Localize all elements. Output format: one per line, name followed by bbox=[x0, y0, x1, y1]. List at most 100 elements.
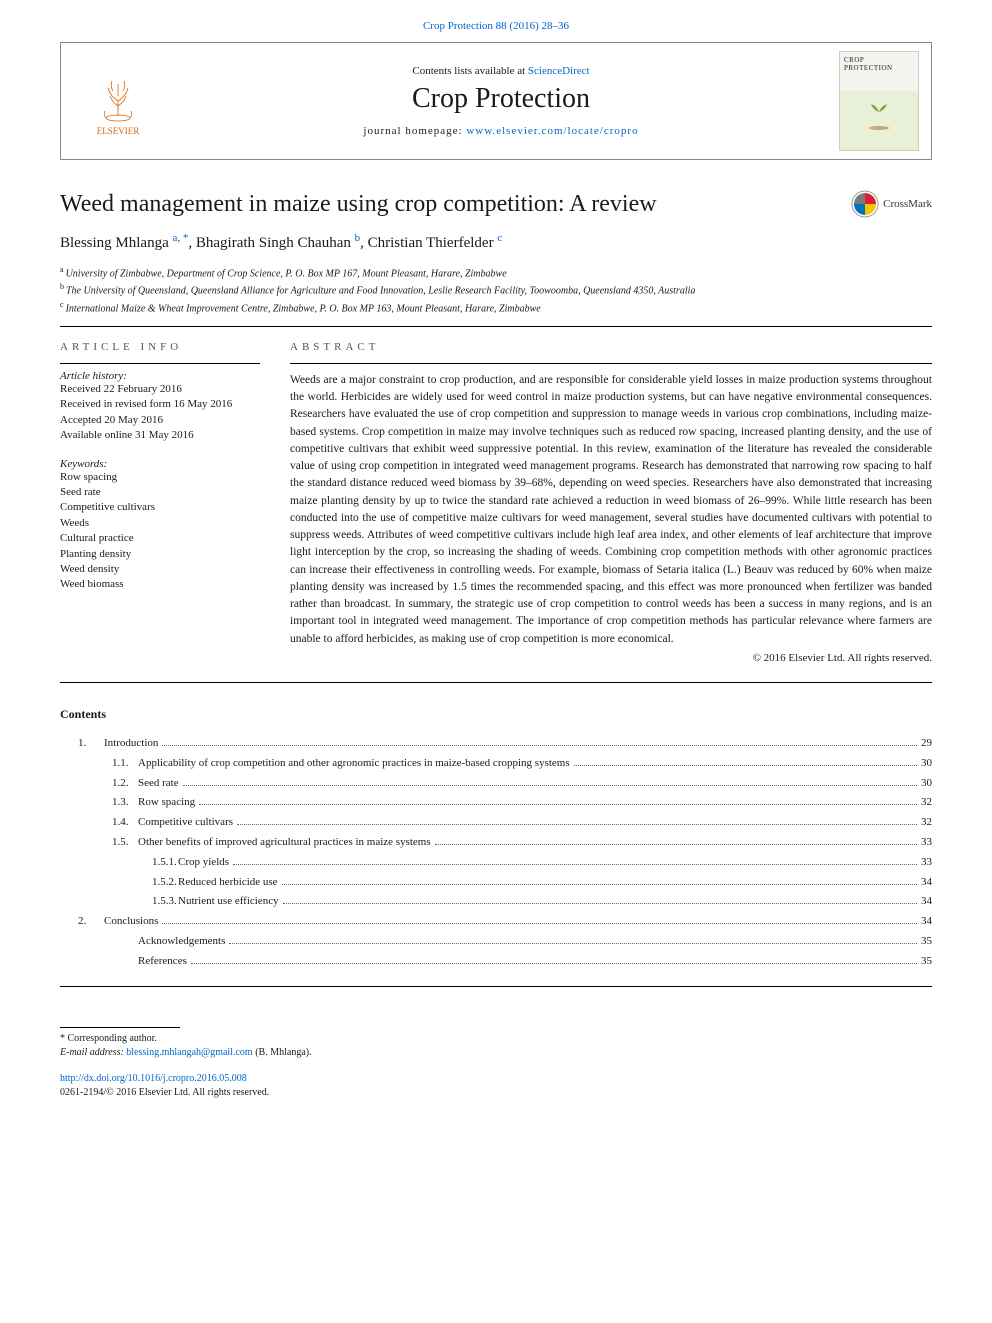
keyword: Competitive cultivars bbox=[60, 500, 260, 515]
toc-dots bbox=[162, 923, 917, 924]
toc-dots bbox=[233, 864, 917, 865]
contents-prefix: Contents lists available at bbox=[412, 65, 527, 77]
toc-num: 1.5.2. bbox=[152, 873, 178, 893]
toc-entry[interactable]: 1.5.2.Reduced herbicide use 34 bbox=[60, 873, 932, 893]
keyword: Weed density bbox=[60, 562, 260, 577]
email-label: E-mail address: bbox=[60, 1047, 126, 1058]
crossmark-badge[interactable]: CrossMark bbox=[851, 190, 932, 218]
toc-dots bbox=[191, 963, 917, 964]
toc-page: 35 bbox=[921, 952, 932, 972]
toc-num: 1.5. bbox=[112, 833, 138, 853]
info-rule bbox=[60, 363, 260, 364]
toc-dots bbox=[282, 884, 917, 885]
toc-page: 33 bbox=[921, 853, 932, 873]
toc-dots bbox=[574, 765, 917, 766]
toc-page: 29 bbox=[921, 734, 932, 754]
toc-num: 1.5.1. bbox=[152, 853, 178, 873]
author-affil-link[interactable]: c bbox=[497, 232, 502, 244]
toc-dots bbox=[237, 824, 917, 825]
toc-label: Nutrient use efficiency bbox=[178, 892, 279, 912]
abstract-text: Weeds are a major constraint to crop pro… bbox=[290, 372, 932, 648]
doi-block: http://dx.doi.org/10.1016/j.cropro.2016.… bbox=[60, 1072, 932, 1100]
rule-bottom bbox=[60, 682, 932, 683]
abstract-col: ABSTRACT Weeds are a major constraint to… bbox=[290, 341, 932, 664]
affiliations: a University of Zimbabwe, Department of … bbox=[60, 264, 932, 316]
doi-link[interactable]: http://dx.doi.org/10.1016/j.cropro.2016.… bbox=[60, 1073, 247, 1084]
toc-label: Applicability of crop competition and ot… bbox=[138, 754, 570, 774]
corresponding-marker-link[interactable]: * bbox=[183, 232, 189, 244]
toc-entry[interactable]: 2.Conclusions 34 bbox=[60, 912, 932, 932]
toc-entry[interactable]: 1.5.Other benefits of improved agricultu… bbox=[60, 833, 932, 853]
toc-entry[interactable]: 1.Introduction 29 bbox=[60, 734, 932, 754]
article-info-heading: ARTICLE INFO bbox=[60, 341, 260, 353]
toc-page: 30 bbox=[921, 774, 932, 794]
author-affil-sup: c bbox=[497, 232, 502, 244]
journal-name: Crop Protection bbox=[163, 83, 839, 115]
keyword: Row spacing bbox=[60, 470, 260, 485]
toc-label: Crop yields bbox=[178, 853, 229, 873]
toc-entry[interactable]: 1.2.Seed rate 30 bbox=[60, 774, 932, 794]
copyright: © 2016 Elsevier Ltd. All rights reserved… bbox=[290, 652, 932, 664]
author-affil-link[interactable]: a, bbox=[173, 232, 183, 244]
toc-entry[interactable]: 1.3.Row spacing 32 bbox=[60, 793, 932, 813]
toc-num: 1. bbox=[78, 734, 104, 754]
toc-label: Introduction bbox=[104, 734, 158, 754]
issn-line: 0261-2194/© 2016 Elsevier Ltd. All right… bbox=[60, 1087, 269, 1098]
toc-label: Seed rate bbox=[138, 774, 179, 794]
email-link[interactable]: blessing.mhlangah@gmail.com bbox=[126, 1047, 252, 1058]
author-affil-sup: a, * bbox=[173, 232, 189, 244]
author-affil-link[interactable]: b bbox=[355, 232, 361, 244]
toc-entry[interactable]: 1.1.Applicability of crop competition an… bbox=[60, 754, 932, 774]
article-title: Weed management in maize using crop comp… bbox=[60, 191, 657, 218]
history-item: Available online 31 May 2016 bbox=[60, 428, 260, 443]
top-citation-link[interactable]: Crop Protection 88 (2016) 28–36 bbox=[423, 20, 569, 32]
toc-label: Conclusions bbox=[104, 912, 158, 932]
corresponding-email: E-mail address: blessing.mhlangah@gmail.… bbox=[60, 1046, 932, 1060]
toc-dots bbox=[199, 804, 917, 805]
toc-entry[interactable]: 1.5.3.Nutrient use efficiency 34 bbox=[60, 892, 932, 912]
toc-num: 2. bbox=[78, 912, 104, 932]
email-suffix: (B. Mhlanga). bbox=[253, 1047, 312, 1058]
history-label: Article history: bbox=[60, 370, 260, 382]
toc-page: 34 bbox=[921, 892, 932, 912]
history-item: Received in revised form 16 May 2016 bbox=[60, 397, 260, 412]
toc-page: 32 bbox=[921, 813, 932, 833]
keyword: Weed biomass bbox=[60, 577, 260, 592]
author: Christian Thierfelder c bbox=[368, 235, 503, 251]
toc-num: 1.2. bbox=[112, 774, 138, 794]
sciencedirect-link[interactable]: ScienceDirect bbox=[528, 65, 590, 77]
publisher-logo[interactable]: ELSEVIER bbox=[73, 56, 163, 146]
toc-entry[interactable]: References 35 bbox=[60, 952, 932, 972]
contents-heading: Contents bbox=[60, 707, 932, 722]
toc-num: 1.4. bbox=[112, 813, 138, 833]
keyword: Cultural practice bbox=[60, 531, 260, 546]
toc: 1.Introduction 291.1.Applicability of cr… bbox=[60, 734, 932, 972]
toc-page: 35 bbox=[921, 932, 932, 952]
toc-dots bbox=[162, 745, 917, 746]
crossmark-label: CrossMark bbox=[883, 198, 932, 210]
toc-label: Reduced herbicide use bbox=[178, 873, 278, 893]
authors: Blessing Mhlanga a, *, Bhagirath Singh C… bbox=[60, 232, 932, 252]
toc-page: 34 bbox=[921, 912, 932, 932]
rule-top bbox=[60, 326, 932, 327]
contents-line: Contents lists available at ScienceDirec… bbox=[163, 65, 839, 77]
toc-entry[interactable]: 1.5.1.Crop yields 33 bbox=[60, 853, 932, 873]
toc-page: 30 bbox=[921, 754, 932, 774]
toc-label: Acknowledgements bbox=[138, 932, 225, 952]
keyword: Weeds bbox=[60, 516, 260, 531]
history-item: Accepted 20 May 2016 bbox=[60, 413, 260, 428]
abstract-rule bbox=[290, 363, 932, 364]
journal-cover-title: CROP PROTECTION bbox=[844, 56, 914, 72]
homepage-link[interactable]: www.elsevier.com/locate/cropro bbox=[466, 125, 638, 137]
article-title-row: Weed management in maize using crop comp… bbox=[60, 190, 932, 218]
author-affil-sup: b bbox=[355, 232, 361, 244]
affiliation: b The University of Queensland, Queensla… bbox=[60, 281, 932, 298]
elsevier-tree-icon bbox=[88, 66, 148, 126]
masthead: ELSEVIER Contents lists available at Sci… bbox=[60, 42, 932, 160]
toc-dots bbox=[183, 785, 917, 786]
journal-cover[interactable]: CROP PROTECTION bbox=[839, 51, 919, 151]
affil-sup: a bbox=[60, 265, 66, 274]
toc-entry[interactable]: Acknowledgements 35 bbox=[60, 932, 932, 952]
toc-entry[interactable]: 1.4.Competitive cultivars 32 bbox=[60, 813, 932, 833]
masthead-center: Contents lists available at ScienceDirec… bbox=[163, 65, 839, 137]
